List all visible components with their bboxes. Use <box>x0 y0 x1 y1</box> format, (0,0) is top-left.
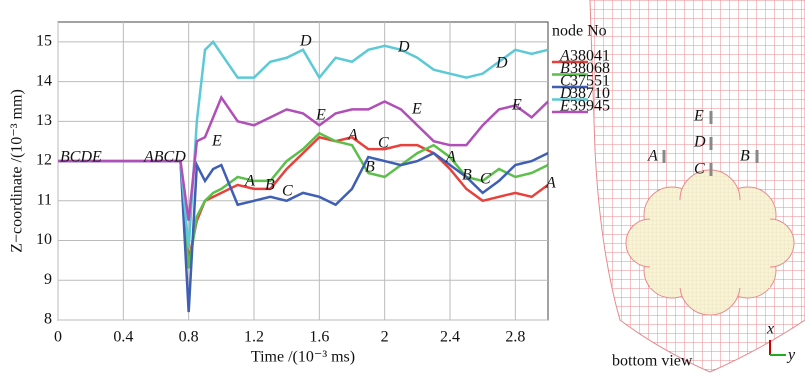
axis-label: x <box>766 321 774 338</box>
curve-annotation: BCDE <box>60 149 102 166</box>
node-label: A <box>647 148 658 165</box>
y-tick-label: 12 <box>36 152 52 169</box>
node-label: B <box>740 148 750 165</box>
node-label: C <box>694 161 705 178</box>
curve-annotation: B <box>462 167 472 184</box>
x-tick-label: 1.6 <box>309 329 329 346</box>
curve-annotation: A <box>545 175 556 192</box>
plot-area <box>58 22 548 320</box>
curve-annotation: A <box>445 149 456 166</box>
curve-annotation: E <box>511 97 522 114</box>
curve-annotation: D <box>495 55 508 72</box>
y-tick-label: 10 <box>36 231 52 248</box>
diagram-caption: bottom view <box>612 353 693 370</box>
legend-label: E <box>559 98 570 115</box>
x-tick-label: 2.8 <box>505 329 525 346</box>
curve-annotation: B <box>365 159 375 176</box>
x-tick-label: 2 <box>381 329 389 346</box>
y-axis-label: Z−coordinate /(10⁻³ mm) <box>9 89 26 253</box>
node-label: D <box>693 134 706 151</box>
x-tick-label: 0.8 <box>179 329 199 346</box>
legend-title: node No <box>552 23 607 40</box>
axis-label: y <box>786 347 796 364</box>
curve-annotation: C <box>378 135 389 152</box>
figure: 8 9 10 11 12 13 14 15 0 0.4 0.8 1.2 1.6 2 2.4 2.8 Time /… <box>0 0 805 374</box>
y-tick-label: 14 <box>36 72 52 89</box>
curve-annotation: A <box>347 127 358 144</box>
y-tick-label: 8 <box>44 311 52 328</box>
y-tick-label: 15 <box>36 33 52 50</box>
curve-annotation: C <box>480 171 491 188</box>
x-tick-label: 2.4 <box>440 329 460 346</box>
curve-annotation: B <box>265 177 275 194</box>
legend-name: 39945 <box>570 98 610 115</box>
y-tick-label: 13 <box>36 112 52 129</box>
curve-annotation: A <box>244 173 255 190</box>
page: {"chart_data": {"type": "line", "y_label… <box>0 0 805 374</box>
y-tick-label: 9 <box>44 271 52 288</box>
x-tick-label: 0.4 <box>113 329 133 346</box>
node-label: E <box>693 108 704 125</box>
curve-annotation: D <box>397 39 410 56</box>
mesh-diagram <box>590 0 805 372</box>
curve-annotation: E <box>315 107 326 124</box>
curve-annotation: E <box>211 133 222 150</box>
curve-annotation: E <box>411 101 422 118</box>
x-tick-label: 1.2 <box>244 329 264 346</box>
curve-annotation: D <box>299 33 312 50</box>
curve-annotation: ABCD <box>143 149 186 166</box>
x-tick-label: 0 <box>54 329 62 346</box>
x-axis-label: Time /(10⁻³ ms) <box>251 349 355 366</box>
curve-annotation: C <box>282 183 293 200</box>
y-tick-label: 11 <box>37 191 52 208</box>
